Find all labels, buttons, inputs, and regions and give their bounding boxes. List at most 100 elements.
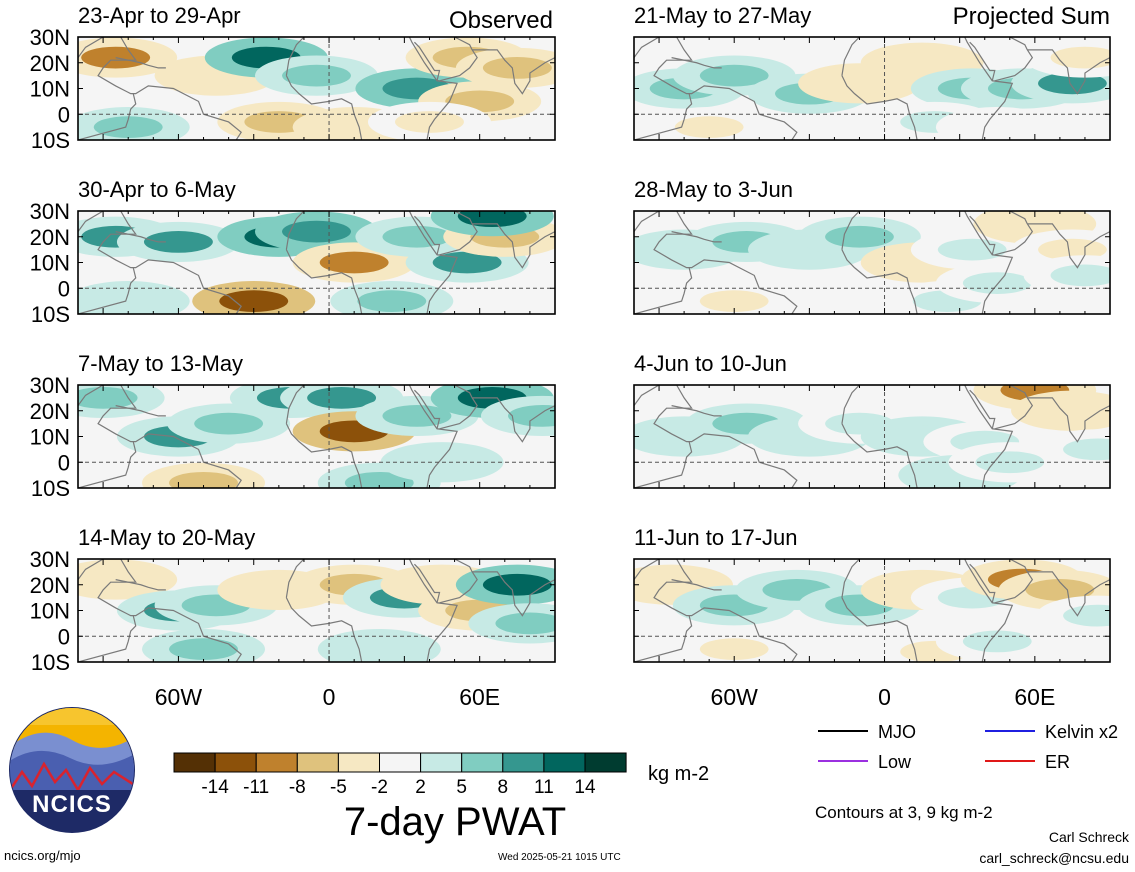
observed-header: Observed — [449, 7, 553, 34]
coastline — [841, 423, 918, 488]
lat-label: 20N — [30, 225, 70, 250]
pwat-anomaly-core — [962, 116, 1032, 139]
pwat-anomaly-core — [382, 405, 452, 427]
panel-period-title: 11-Jun to 17-Jun — [634, 525, 797, 550]
pwat-anomaly-core — [382, 225, 452, 248]
colorbar-tick-label: 2 — [415, 777, 426, 798]
coastline — [472, 49, 555, 95]
coastline — [841, 37, 860, 76]
website-link[interactable]: ncics.org/mjo — [4, 848, 81, 863]
lon-label: 60W — [155, 684, 203, 710]
pwat-anomaly-core — [975, 451, 1045, 474]
coastline — [285, 211, 305, 250]
coastline — [634, 211, 798, 314]
pwat-anomaly-core — [699, 464, 769, 487]
colorbar-tick-label: -14 — [201, 777, 229, 798]
panel-period-title: 23-Apr to 29-Apr — [78, 3, 241, 28]
pwat-anomaly-core — [825, 225, 894, 248]
lat-label: 10N — [30, 599, 70, 624]
colorbar-tick-label: 5 — [456, 777, 467, 798]
colorbar-bin — [379, 752, 422, 773]
coastline — [1002, 139, 1003, 140]
pwat-anomaly-core — [699, 64, 769, 87]
coastline — [994, 37, 1034, 82]
colorbar-bin — [214, 752, 257, 773]
timestamp: Wed 2025-05-21 1015 UTC — [498, 852, 621, 863]
lat-label: 20N — [30, 399, 70, 424]
coastline — [841, 249, 918, 314]
coastline — [841, 559, 860, 598]
coastline — [964, 37, 1014, 140]
logo-text: NCICS — [32, 791, 112, 818]
coastline — [115, 579, 166, 591]
colorbar-tick-label: 11 — [534, 777, 554, 798]
lat-label: 10S — [31, 302, 70, 327]
colorbar-tick-label: -5 — [330, 777, 347, 798]
coastline — [634, 37, 798, 140]
pwat-anomaly-core — [1038, 399, 1107, 422]
pwat-anomaly-core — [962, 630, 1032, 653]
pwat-anomaly-core — [93, 290, 163, 313]
coastline — [447, 487, 448, 488]
coastline — [841, 211, 860, 250]
longitude-axis-labels: 60W 0 60E 60W 0 60E — [155, 684, 1056, 710]
colorbar-tick-label: -8 — [289, 777, 306, 798]
coastline — [671, 231, 722, 243]
coastline — [439, 559, 478, 604]
lat-label: 30N — [30, 199, 70, 224]
lon-label: 60E — [1014, 684, 1055, 710]
lat-label: 10S — [31, 128, 70, 153]
panel-period-title: 7-May to 13-May — [78, 351, 243, 376]
panel-period-title: 4-Jun to 10-Jun — [634, 351, 787, 376]
lat-label: 0 — [58, 102, 70, 127]
pwat-anomaly-core — [395, 111, 464, 133]
coastline — [994, 211, 1034, 256]
pwat-anomaly-core — [674, 116, 744, 139]
legend-mjo-label: MJO — [878, 722, 916, 742]
coastline — [634, 385, 798, 488]
coastline — [1027, 571, 1110, 617]
lat-label: 20N — [30, 51, 70, 76]
lat-label: 0 — [58, 624, 70, 649]
map-panel: 11-Jun to 17-Jun — [633, 525, 1111, 663]
pwat-anomaly-core — [319, 251, 389, 274]
panel-period-title: 21-May to 27-May — [634, 3, 811, 28]
coastline — [472, 571, 555, 617]
coastline — [1002, 313, 1003, 314]
coastline — [969, 41, 996, 81]
colorbar-bin — [173, 752, 216, 773]
pwat-anomaly-core — [344, 471, 414, 488]
map-panel: 4-Jun to 10-Jun — [633, 351, 1111, 489]
pwat-anomaly-core — [357, 290, 427, 313]
lat-label: 10S — [31, 650, 70, 675]
coastline — [413, 389, 441, 429]
coastline — [408, 559, 458, 662]
coastline — [285, 37, 305, 76]
coastline — [634, 559, 798, 662]
lon-label: 60E — [459, 684, 500, 710]
pwat-anomaly-core — [962, 272, 1032, 294]
coastline — [671, 57, 722, 69]
pwat-anomaly-core — [887, 51, 957, 74]
coastline — [413, 41, 441, 81]
coastline — [408, 211, 458, 314]
pwat-anomaly-core — [143, 231, 213, 253]
pwat-anomaly-core — [1050, 46, 1110, 69]
coastline — [964, 385, 1014, 488]
coastline — [1027, 49, 1110, 95]
ncics-logo: NCICS — [9, 707, 135, 833]
pwat-anomaly-core — [344, 638, 414, 661]
pwat-anomaly-core — [194, 412, 264, 435]
coastline — [115, 57, 166, 69]
coastline — [969, 215, 996, 255]
pwat-anomaly-core — [1050, 264, 1110, 287]
map-panel: 28-May to 3-Jun — [633, 177, 1111, 315]
colorbar-tick-label: -2 — [371, 777, 388, 798]
pwat-anomaly-core — [93, 116, 163, 139]
coastline — [285, 249, 363, 314]
coastline — [472, 397, 555, 443]
author-email[interactable]: carl_schreck@ncsu.edu — [979, 850, 1129, 866]
colorbar-tick-label: 8 — [498, 777, 509, 798]
coastline — [115, 231, 166, 243]
